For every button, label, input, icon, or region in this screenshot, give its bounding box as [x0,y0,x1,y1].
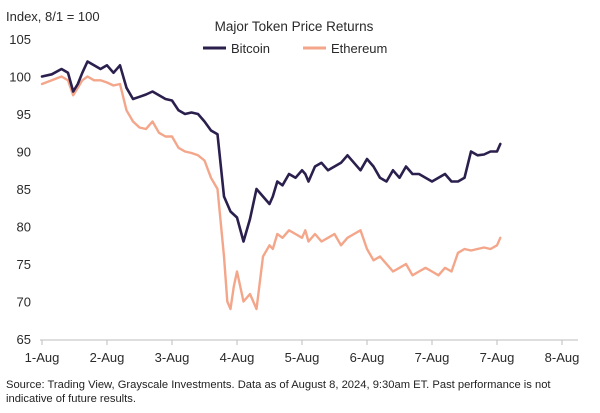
legend-label-bitcoin: Bitcoin [231,41,270,56]
source-footnote: Source: Trading View, Grayscale Investme… [6,378,594,406]
chart: Index, 8/1 = 100 Major Token Price Retur… [6,9,580,365]
x-tick-label: 5-Aug [285,350,320,365]
y-tick-label: 70 [17,295,31,310]
legend-item-ethereum: Ethereum [303,41,387,56]
x-tick-label: 3-Aug [155,350,190,365]
y-tick-label: 100 [9,70,31,85]
legend: Bitcoin Ethereum [203,41,387,56]
y-tick-label: 85 [17,182,31,197]
x-tick-label: 7-Aug [415,350,450,365]
source-footnote-line2: indicative of future results. [6,393,136,405]
y-tick-label: 75 [17,257,31,272]
x-axis-ticks: 1-Aug 2-Aug 3-Aug 4-Aug 5-Aug 6-Aug 7-Aug 7-Aug… [25,340,580,365]
x-tick-label: 2-Aug [90,350,125,365]
source-footnote-line1: Source: Trading View, Grayscale Investme… [6,379,551,391]
series-line-ethereum [40,75,502,311]
y-axis-label: Index, 8/1 = 100 [6,9,100,24]
y-axis-ticks: 65 70 75 80 85 90 95 100 105 [9,32,31,347]
legend-label-ethereum: Ethereum [331,41,387,56]
y-tick-label: 105 [9,32,31,47]
x-tick-label: 6-Aug [350,350,385,365]
x-tick-label: 1-Aug [25,350,60,365]
x-tick-label: 7-Aug [480,350,515,365]
y-tick-label: 80 [17,220,31,235]
y-tick-label: 95 [17,107,31,122]
y-tick-label: 65 [17,332,31,347]
chart-title: Major Token Price Returns [215,19,374,34]
series-line-bitcoin [40,60,502,243]
series-layer [40,60,502,311]
y-tick-label: 90 [17,145,31,160]
legend-item-bitcoin: Bitcoin [203,41,270,56]
x-tick-label: 4-Aug [220,350,255,365]
x-tick-label: 8-Aug [545,350,580,365]
